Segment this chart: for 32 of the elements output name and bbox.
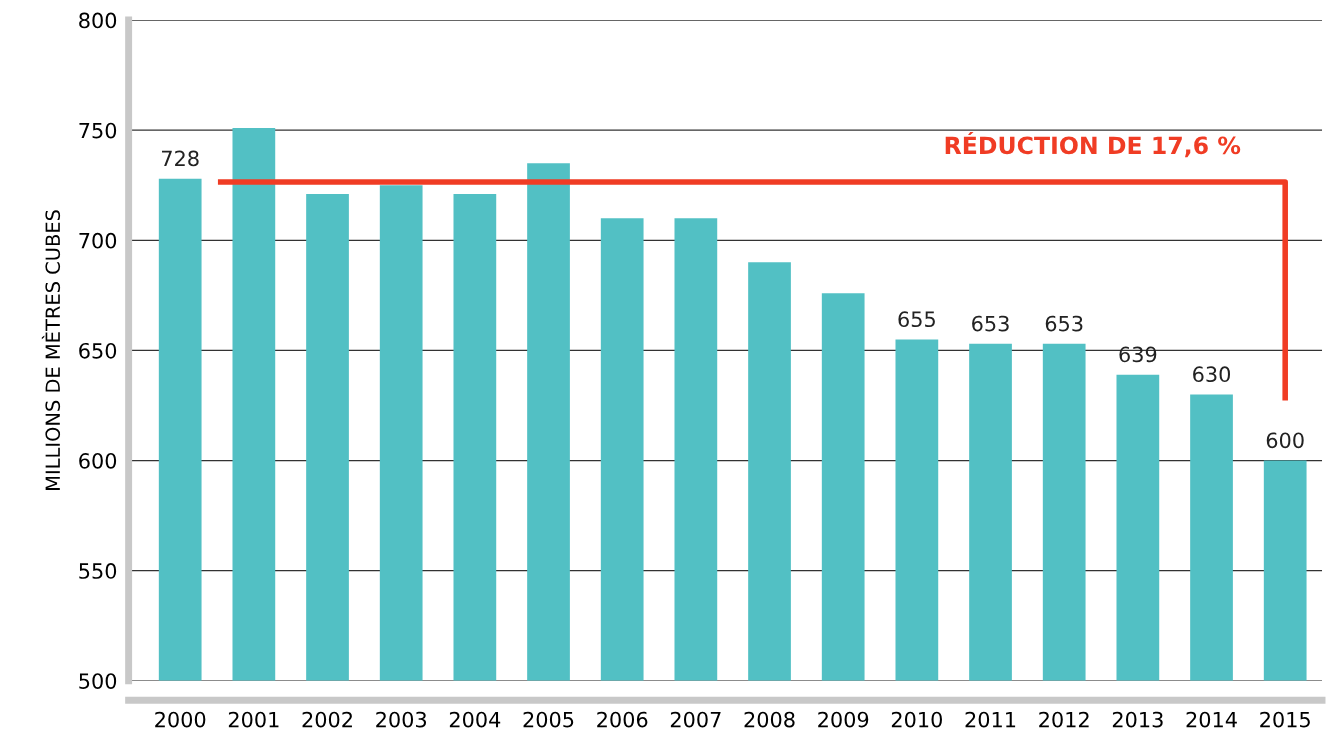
x-tick-label: 2008 (744, 711, 795, 728)
y-tick-label: 700 (79, 232, 117, 249)
x-tick-label: 2010 (891, 711, 942, 728)
x-tick-label: 2001 (228, 711, 279, 728)
data-label: 653 (972, 315, 1009, 332)
y-tick-label: 750 (79, 122, 117, 139)
data-label: 655 (898, 311, 935, 328)
annotation: RÉDUCTION DE 17,6 % (945, 132, 1241, 158)
x-tick-label: 2014 (1186, 711, 1237, 728)
y-tick-label: 600 (79, 452, 117, 469)
y-tick-label: 550 (79, 563, 117, 579)
x-tick-label: 2002 (302, 711, 352, 728)
y-axis-title: MILLIONS DE MÈTRES CUBES (41, 210, 61, 490)
x-tick-label: 2011 (965, 711, 1016, 728)
x-tick-label: 2003 (376, 711, 427, 728)
data-label: 600 (1266, 432, 1304, 449)
x-tick-label: 2000 (155, 711, 206, 728)
y-tick-label: 650 (79, 342, 117, 359)
x-tick-label: 2009 (818, 711, 869, 728)
x-tick-label: 2012 (1039, 711, 1089, 728)
x-tick-label: 2005 (523, 711, 574, 728)
y-tick-label: 500 (79, 673, 117, 689)
y-tick-label: 800 (79, 12, 117, 29)
x-tick-label: 2007 (670, 711, 721, 728)
x-tick-label: 2015 (1260, 711, 1310, 728)
data-label: 728 (162, 150, 199, 167)
data-label: 630 (1193, 366, 1231, 383)
x-tick-label: 2004 (449, 711, 501, 728)
x-tick-label: 2013 (1112, 711, 1163, 728)
data-label: 653 (1045, 315, 1083, 332)
data-label: 639 (1119, 346, 1157, 363)
x-tick-label: 2006 (597, 711, 648, 728)
